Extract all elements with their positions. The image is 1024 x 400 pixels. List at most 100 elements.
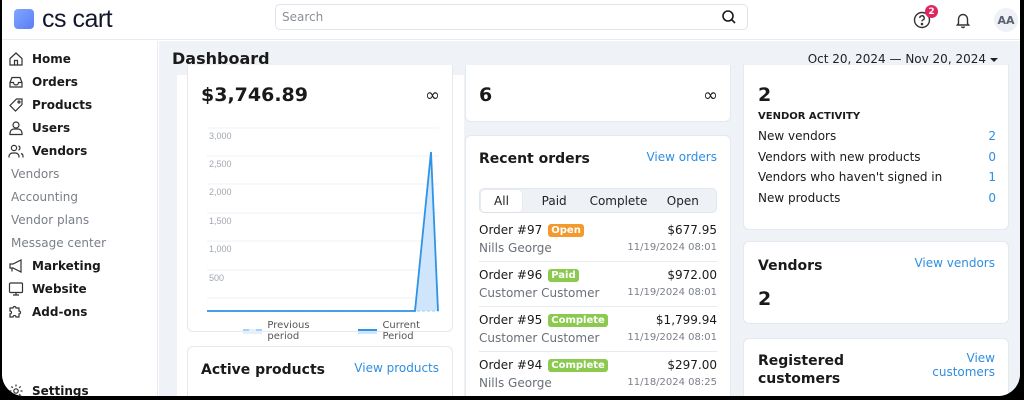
sidebar-item-marketing[interactable]: Marketing (2, 254, 157, 277)
sidebar-subitem-message-center[interactable]: Message center (11, 235, 107, 250)
order-date: 11/19/2024 08:01 (627, 242, 717, 253)
view-customers-link[interactable]: View customers (932, 351, 995, 379)
sidebar-item-label: Home (32, 51, 71, 66)
view-vendors-link[interactable]: View vendors (914, 256, 995, 270)
row-value-link[interactable]: 1 (988, 170, 996, 184)
infinity-icon: ∞ (425, 85, 440, 106)
order-row[interactable]: Order #96 Paid $972.00 Customer Customer … (479, 263, 717, 307)
order-row[interactable]: Order #95 Complete $1,799.94 Customer Cus… (479, 308, 717, 352)
vendor-activity-row: Vendors who haven't signed in 1 (758, 170, 996, 190)
search-input[interactable] (282, 10, 721, 24)
puzzle-icon (9, 305, 22, 318)
avatar[interactable]: AA (994, 8, 1018, 32)
order-date: 11/19/2024 08:01 (627, 332, 717, 343)
sidebar-item-label: Orders (32, 74, 78, 89)
sidebar-item-label: Website (32, 281, 87, 296)
page-title: Dashboard (172, 49, 270, 68)
legend-previous-label: Previous period (267, 320, 310, 342)
sidebar-item-settings[interactable]: Settings (2, 379, 89, 396)
sidebar-item-label: Products (32, 97, 93, 112)
view-products-link[interactable]: View products (354, 361, 439, 375)
monitor-icon (8, 281, 24, 296)
vendors-title: Vendors (758, 258, 823, 274)
row-value-link[interactable]: 0 (988, 150, 996, 164)
row-label: New vendors (758, 129, 837, 143)
vendor-total: 2 (758, 84, 772, 106)
vendors-card: Vendors View vendors 2 (743, 241, 1009, 324)
vendor-activity-heading: VENDOR ACTIVITY (758, 111, 861, 122)
order-amount: $972.00 (667, 268, 717, 282)
help-button[interactable]: 2 (912, 5, 938, 30)
recent-orders-card: Recent orders View orders All Paid Compl… (465, 135, 731, 396)
sidebar-subitem-accounting[interactable]: Accounting (11, 189, 79, 204)
view-orders-link[interactable]: View orders (646, 150, 717, 164)
tab-open[interactable]: Open (666, 193, 699, 208)
main-content: Dashboard Oct 20, 2024 — Nov 20, 2024 $3… (159, 41, 1020, 396)
sidebar-subitem-vendors[interactable]: Vendors (11, 166, 60, 181)
registered-customers-card: Registered customers View customers (743, 338, 1009, 396)
notification-badge: 2 (925, 5, 938, 18)
order-amount: $677.95 (667, 223, 717, 237)
svg-text:1,000: 1,000 (209, 244, 232, 254)
sidebar-item-vendors[interactable]: Vendors (2, 139, 157, 162)
row-value-link[interactable]: 2 (988, 129, 996, 143)
infinity-icon: ∞ (703, 85, 718, 106)
bell-icon[interactable] (954, 11, 972, 29)
view-customers-line1: View (966, 351, 995, 365)
order-amount: $297.00 (667, 358, 717, 372)
help-icon (913, 11, 931, 29)
orders-count: 6 (479, 84, 493, 106)
sidebar-subitem-vendor-plans[interactable]: Vendor plans (11, 212, 90, 227)
date-range-text: Oct 20, 2024 — Nov 20, 2024 (807, 52, 986, 66)
recent-orders-title: Recent orders (479, 151, 590, 167)
sidebar-item-orders[interactable]: Orders (2, 70, 157, 93)
tab-all[interactable]: All (481, 189, 522, 212)
vendor-activity-card: 2 VENDOR ACTIVITY New vendors 2 Vendors w… (743, 65, 1009, 230)
sidebar-item-label: Users (32, 120, 71, 135)
sidebar-item-products[interactable]: Products (2, 93, 157, 116)
order-number[interactable]: Order #95 (479, 313, 543, 327)
search-icon[interactable] (721, 9, 737, 25)
vendor-activity-row: Vendors with new products 0 (758, 150, 996, 170)
tab-paid[interactable]: Paid (541, 193, 567, 208)
order-date: 11/19/2024 08:01 (627, 287, 717, 298)
legend-previous-swatch (243, 328, 263, 334)
svg-text:2,500: 2,500 (209, 159, 232, 169)
svg-text:1,500: 1,500 (209, 216, 232, 226)
order-number[interactable]: Order #97 (479, 223, 543, 237)
orders-count-card: 6 ∞ (465, 65, 731, 122)
order-number[interactable]: Order #94 (479, 358, 543, 372)
legend-current-swatch (358, 328, 378, 334)
sidebar-item-label: Vendors (32, 143, 88, 158)
status-badge: Complete (548, 314, 608, 327)
megaphone-icon (9, 258, 22, 273)
view-customers-line2: customers (932, 365, 995, 379)
date-range-picker[interactable]: Oct 20, 2024 — Nov 20, 2024 (808, 52, 998, 66)
sales-card: $3,746.89 ∞ 3,000 2,500 2,000 1,500 (187, 65, 453, 342)
logo-text: cs cart (42, 5, 113, 33)
status-badge: Paid (548, 269, 579, 282)
row-value-link[interactable]: 0 (988, 191, 996, 205)
sidebar-item-website[interactable]: Website (2, 277, 157, 300)
user-icon (9, 120, 23, 135)
sidebar-item-home[interactable]: Home (2, 47, 157, 70)
customers-title-line2: customers (758, 371, 841, 387)
home-icon (9, 51, 23, 66)
order-amount: $1,799.94 (655, 313, 717, 327)
row-label: Vendors with new products (758, 150, 921, 164)
order-number[interactable]: Order #96 (479, 268, 543, 282)
caret-down-icon (990, 57, 998, 62)
order-row[interactable]: Order #94 Complete $297.00 Nills George 1… (479, 353, 717, 396)
logo[interactable]: cs cart (14, 5, 113, 33)
sidebar-item-addons[interactable]: Add-ons (2, 300, 157, 323)
sidebar-item-users[interactable]: Users (2, 116, 157, 139)
status-badge: Open (548, 224, 584, 237)
svg-text:500: 500 (209, 273, 224, 283)
gear-icon (9, 384, 23, 396)
customers-title-line1: Registered (758, 353, 845, 369)
tab-complete[interactable]: Complete (589, 193, 648, 208)
order-row[interactable]: Order #97 Open $677.95 Nills George 11/19… (479, 218, 717, 262)
vendor-activity-row: New products 0 (758, 191, 996, 211)
order-customer: Customer Customer (479, 331, 600, 345)
